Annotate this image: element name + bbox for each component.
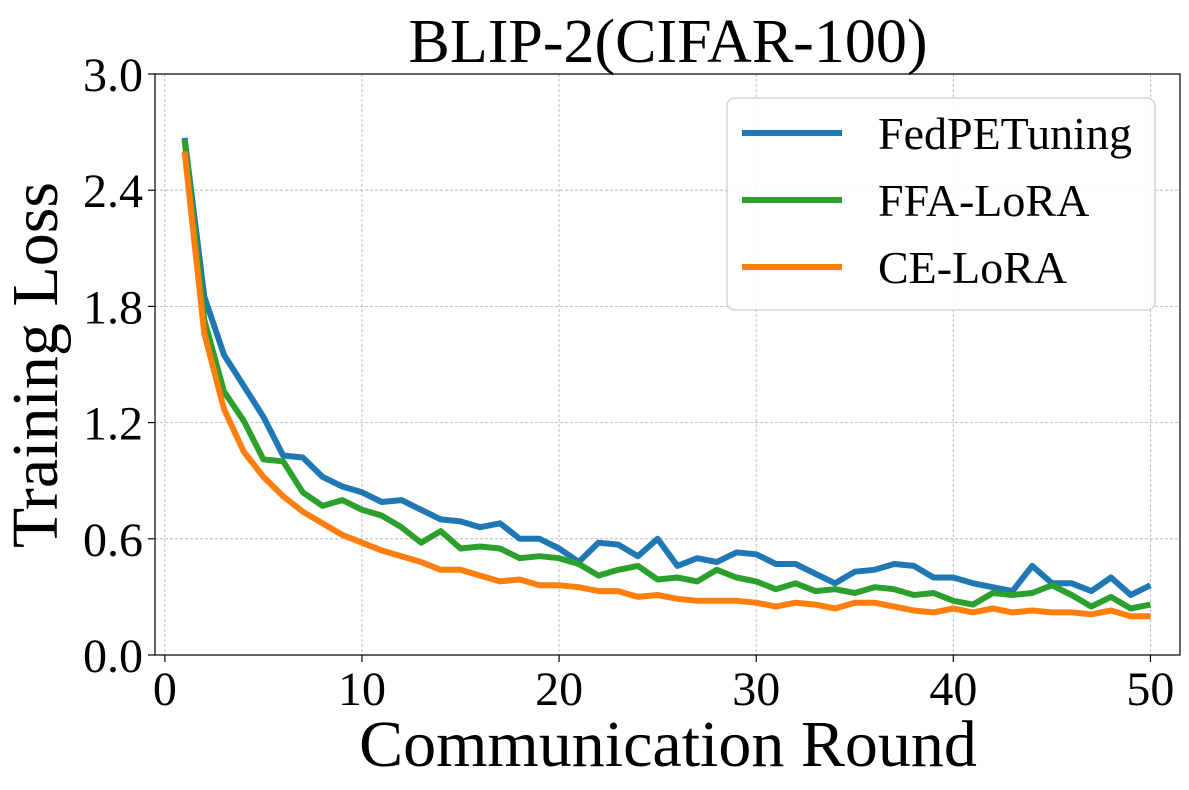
x-tick-label-4: 40 <box>929 663 977 716</box>
y-axis-ticks: 0.0 0.6 1.2 1.8 2.4 3.0 <box>83 49 155 683</box>
y-tick-label-0: 0.0 <box>83 630 143 683</box>
legend-box <box>726 97 1156 311</box>
legend-label-fedpetuning: FedPETuning <box>878 108 1132 159</box>
x-tick-label-0: 0 <box>153 663 177 716</box>
y-tick-label-1: 0.6 <box>83 514 143 567</box>
series-layer <box>181 137 1152 620</box>
x-tick-label-1: 10 <box>338 663 386 716</box>
x-tick-label-2: 20 <box>535 663 583 716</box>
y-tick-label-2: 1.2 <box>83 398 143 451</box>
series-line-ffa-lora <box>181 139 1151 612</box>
series-line-ce-lora <box>181 151 1151 620</box>
series-line-fedpetuning <box>181 137 1152 598</box>
x-axis-label: Communication Round <box>359 708 977 781</box>
x-tick-label-5: 50 <box>1126 663 1174 716</box>
y-tick-label-4: 2.4 <box>83 165 143 218</box>
y-axis-label: Training Loss <box>0 182 72 548</box>
x-tick-label-3: 30 <box>732 663 780 716</box>
legend: FedPETuning FFA-LoRA CE-LoRA <box>726 97 1156 311</box>
y-tick-label-5: 3.0 <box>83 49 143 102</box>
plot-area-frame <box>154 73 1181 656</box>
legend-label-ce-lora: CE-LoRA <box>878 242 1067 293</box>
chart-title: BLIP-2(CIFAR-100) <box>409 8 928 76</box>
y-tick-label-3: 1.8 <box>83 281 143 334</box>
x-axis-ticks: 0 10 20 30 40 50 <box>153 655 1174 716</box>
legend-label-ffa-lora: FFA-LoRA <box>878 175 1089 226</box>
